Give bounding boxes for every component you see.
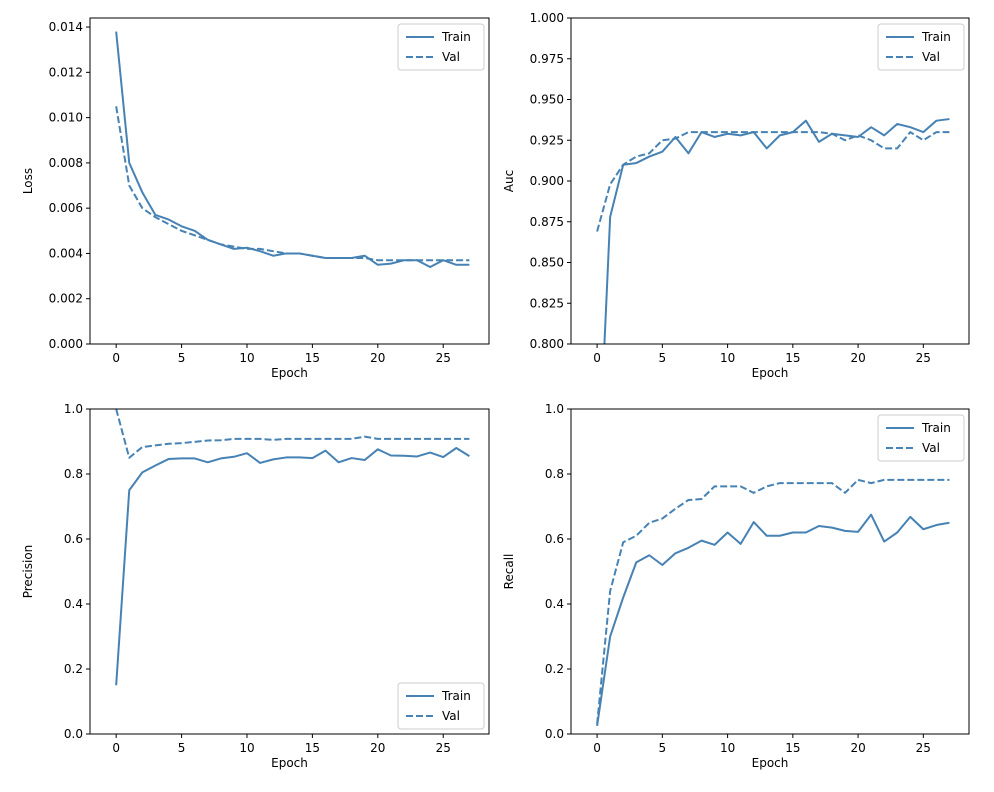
loss-legend: Train Val — [397, 23, 485, 71]
recall-legend-label-val: Val — [922, 441, 940, 455]
loss-x-axis-label: Epoch — [271, 366, 308, 380]
loss-x-tick-label: 5 — [178, 351, 186, 365]
auc-legend-label-val: Val — [922, 50, 940, 64]
recall-y-tick-label: 0.2 — [545, 662, 564, 676]
loss-x-tick-label: 25 — [436, 351, 451, 365]
precision-val-line — [115, 409, 470, 459]
loss-legend-label-train: Train — [441, 30, 471, 44]
recall-y-tick-label: 0.4 — [545, 597, 564, 611]
precision-train-line — [115, 447, 470, 686]
loss-val-line — [115, 106, 470, 262]
loss-plot-frame — [89, 17, 490, 345]
auc-x-tick-label: 25 — [916, 351, 931, 365]
precision-y-tick-label: 0.8 — [64, 467, 83, 481]
auc-y-tick-label: 0.850 — [530, 256, 564, 270]
recall-x-tick-label: 15 — [785, 741, 800, 755]
auc-x-axis-label: Epoch — [752, 366, 789, 380]
precision-x-tick-label: 5 — [178, 741, 186, 755]
recall-plot-frame — [570, 408, 970, 735]
precision-legend-label-val: Val — [442, 709, 460, 723]
precision-x-tick-label: 10 — [239, 741, 254, 755]
auc-x-tick-label: 10 — [720, 351, 735, 365]
auc-y-tick-label: 0.900 — [530, 174, 564, 188]
recall-x-tick-label: 20 — [850, 741, 865, 755]
precision-legend: Train Val — [397, 682, 485, 730]
loss-x-tick-label: 20 — [370, 351, 385, 365]
recall-x-tick-label: 25 — [916, 741, 931, 755]
auc-legend-box — [877, 23, 965, 71]
loss-chart: 0 5 10 15 20 25 0.000 0.002 0.004 0.006 0.008 0.010… — [21, 17, 490, 380]
auc-y-axis-label: Auc — [502, 170, 516, 192]
precision-chart: 0 5 10 15 20 25 0.0 0.2 0.4 0.6 0.8 1.0 Epoch Precisi… — [21, 402, 490, 770]
loss-x-tick-label: 15 — [305, 351, 320, 365]
recall-train-line — [596, 513, 950, 727]
recall-val-line — [596, 478, 950, 725]
auc-y-tick-label: 0.825 — [530, 296, 564, 310]
loss-y-tick-label: 0.002 — [49, 292, 83, 306]
auc-y-tick-label: 0.875 — [530, 215, 564, 229]
precision-y-tick-label: 0.0 — [64, 727, 83, 741]
auc-x-tick-label: 20 — [850, 351, 865, 365]
precision-x-axis-label: Epoch — [271, 756, 308, 770]
auc-y-tick-label: 0.950 — [530, 93, 564, 107]
loss-y-tick-label: 0.012 — [49, 65, 83, 79]
recall-y-tick-label: 0.8 — [545, 467, 564, 481]
auc-x-tick-label: 5 — [659, 351, 667, 365]
auc-train-line — [603, 118, 950, 344]
recall-y-tick-label: 0.0 — [545, 727, 564, 741]
loss-legend-label-val: Val — [442, 50, 460, 64]
recall-x-axis-label: Epoch — [752, 756, 789, 770]
precision-x-tick-label: 0 — [112, 741, 120, 755]
precision-y-tick-label: 0.2 — [64, 662, 83, 676]
precision-x-tick-label: 15 — [305, 741, 320, 755]
recall-x-tick-label: 0 — [593, 741, 601, 755]
auc-legend: Train Val — [877, 23, 965, 71]
recall-y-tick-label: 0.6 — [545, 532, 564, 546]
auc-legend-label-train: Train — [921, 30, 951, 44]
auc-val-line — [596, 131, 950, 232]
loss-y-axis-label: Loss — [21, 168, 35, 194]
auc-y-tick-label: 0.975 — [530, 52, 564, 66]
recall-legend-box — [877, 414, 965, 462]
recall-chart: 0 5 10 15 20 25 0.0 0.2 0.4 0.6 0.8 1.0 Epoch Recall T… — [502, 402, 970, 770]
loss-y-tick-label: 0.004 — [49, 246, 83, 260]
auc-x-tick-label: 0 — [593, 351, 601, 365]
loss-legend-box — [397, 23, 485, 71]
loss-y-tick-label: 0.014 — [49, 20, 83, 34]
precision-plot-frame — [89, 408, 490, 735]
precision-x-tick-label: 20 — [370, 741, 385, 755]
loss-y-tick-label: 0.010 — [49, 111, 83, 125]
auc-chart: 0 5 10 15 20 25 0.800 0.825 0.850 0.875 0.900 0.925… — [502, 11, 970, 380]
auc-x-tick-label: 15 — [785, 351, 800, 365]
loss-x-tick-label: 0 — [112, 351, 120, 365]
auc-y-tick-label: 0.800 — [530, 337, 564, 351]
loss-y-tick-label: 0.000 — [49, 337, 83, 351]
precision-x-tick-label: 25 — [436, 741, 451, 755]
recall-y-tick-label: 1.0 — [545, 402, 564, 416]
recall-y-axis-label: Recall — [502, 554, 516, 590]
precision-legend-box — [397, 682, 485, 730]
recall-legend: Train Val — [877, 414, 965, 462]
precision-y-tick-label: 1.0 — [64, 402, 83, 416]
auc-y-tick-label: 1.000 — [530, 11, 564, 25]
precision-y-axis-label: Precision — [21, 545, 35, 599]
precision-y-tick-label: 0.6 — [64, 532, 83, 546]
recall-x-tick-label: 5 — [659, 741, 667, 755]
loss-y-tick-label: 0.006 — [49, 201, 83, 215]
loss-y-tick-label: 0.008 — [49, 156, 83, 170]
precision-legend-label-train: Train — [441, 689, 471, 703]
precision-y-tick-label: 0.4 — [64, 597, 83, 611]
auc-y-tick-label: 0.925 — [530, 133, 564, 147]
recall-x-tick-label: 10 — [720, 741, 735, 755]
loss-x-tick-label: 10 — [239, 351, 254, 365]
recall-legend-label-train: Train — [921, 421, 951, 435]
